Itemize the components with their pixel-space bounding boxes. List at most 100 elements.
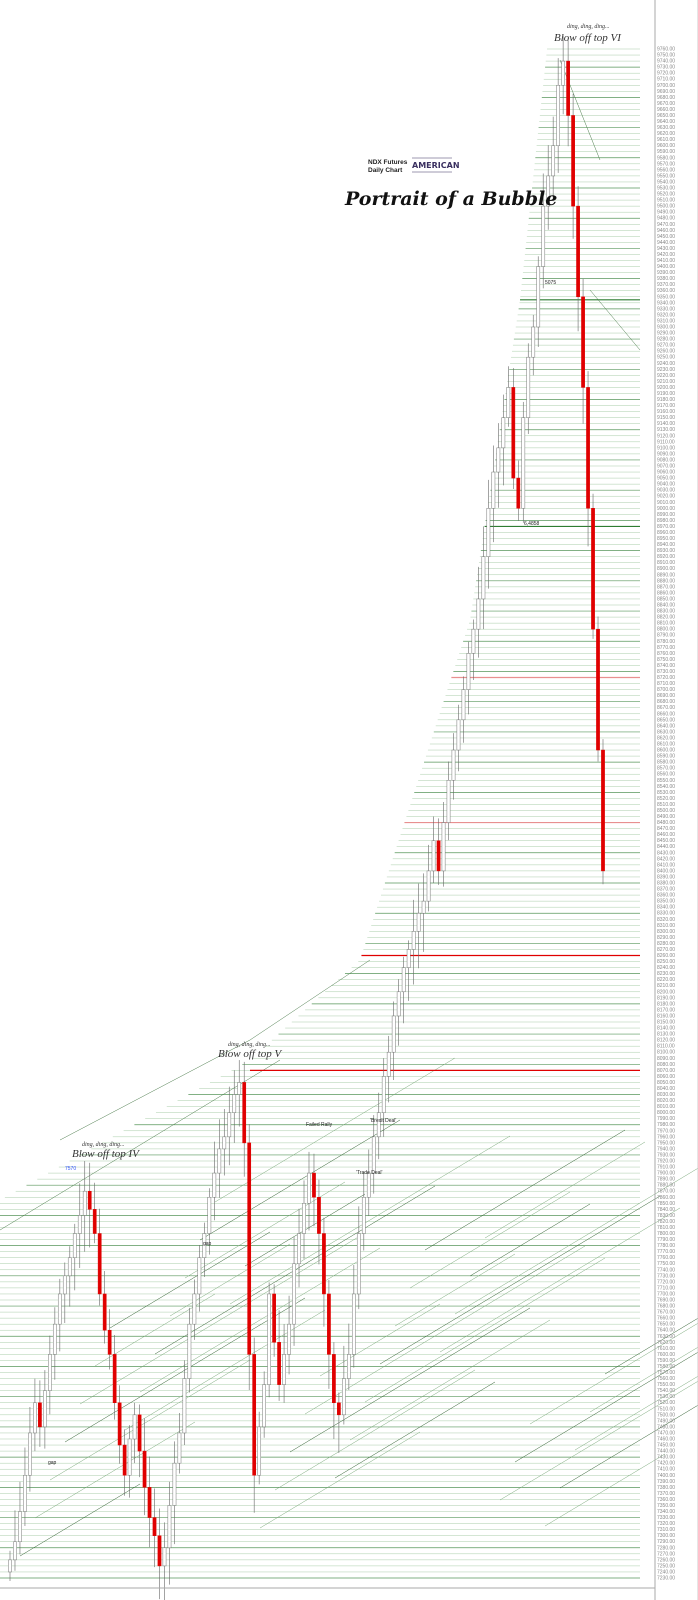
tick-label: 9200.00	[657, 385, 675, 391]
tick-label: 9710.00	[657, 77, 675, 83]
tick-label: 8320.00	[657, 917, 675, 923]
tick-label: 8420.00	[657, 856, 675, 862]
tick-label: 9310.00	[657, 318, 675, 324]
candle	[381, 1058, 386, 1137]
diagonal-line	[139, 1247, 381, 1393]
candle-body	[62, 1275, 67, 1295]
candle	[82, 1161, 87, 1252]
tick-label: 9210.00	[657, 379, 675, 385]
candle	[212, 1141, 217, 1221]
tick-label: 9580.00	[657, 155, 675, 161]
tick-label: 7250.00	[657, 1563, 675, 1569]
tick-label: 9240.00	[657, 361, 675, 367]
tick-label: 8010.00	[657, 1104, 675, 1110]
candle	[152, 1488, 157, 1568]
candle-body	[516, 477, 521, 509]
candle-body	[396, 991, 401, 1017]
candle-body	[406, 949, 411, 968]
tick-label: 7720.00	[657, 1279, 675, 1285]
candle	[38, 1380, 42, 1447]
tick-label: 8150.00	[657, 1020, 675, 1026]
ding-label-6: ding, ding, ding...	[567, 24, 610, 30]
tick-label: 8490.00	[657, 814, 675, 820]
candle-body	[23, 1475, 27, 1512]
candle-body	[461, 689, 466, 721]
candle-body	[307, 1172, 311, 1204]
candle	[237, 1060, 242, 1127]
candle	[302, 1180, 306, 1259]
tick-label: 9660.00	[657, 107, 675, 113]
candle-body	[551, 145, 556, 177]
tick-label: 8400.00	[657, 868, 675, 874]
diagonal-line	[199, 1119, 401, 1241]
candle-body	[391, 1015, 396, 1053]
candle	[541, 173, 546, 289]
candle-body	[426, 870, 431, 902]
candle-body	[366, 1172, 371, 1198]
tick-label: 8570.00	[657, 766, 675, 772]
candle	[511, 368, 516, 489]
tick-label: 7540.00	[657, 1388, 675, 1394]
tick-label: 7320.00	[657, 1521, 675, 1527]
tick-label: 8120.00	[657, 1038, 675, 1044]
candle-body	[122, 1444, 127, 1476]
candle	[167, 1481, 172, 1585]
diagonal-line	[79, 1235, 361, 1405]
candle-body	[207, 1197, 212, 1234]
diagonal-line	[334, 1381, 496, 1479]
candle-body	[117, 1402, 122, 1446]
tick-label: 8410.00	[657, 862, 675, 868]
tick-label: 9010.00	[657, 500, 675, 506]
tick-label: 8200.00	[657, 989, 675, 995]
tick-label: 8770.00	[657, 645, 675, 651]
diagonal-line	[49, 1359, 251, 1481]
tick-label: 8620.00	[657, 735, 675, 741]
candle-body	[496, 447, 501, 473]
tick-label: 9610.00	[657, 137, 675, 143]
tick-label: 8370.00	[657, 887, 675, 893]
tick-label: 8860.00	[657, 590, 675, 596]
tick-label: 8280.00	[657, 941, 675, 947]
candle	[217, 1119, 222, 1198]
tick-label: 7440.00	[657, 1449, 675, 1455]
tick-label: 7900.00	[657, 1171, 675, 1177]
candle-body	[162, 1547, 167, 1567]
candle-body	[267, 1293, 271, 1385]
tick-label: 9470.00	[657, 222, 675, 228]
candle	[526, 343, 531, 434]
tick-label: 7500.00	[657, 1412, 675, 1418]
tick-label: 9450.00	[657, 234, 675, 240]
candle	[516, 460, 521, 521]
tick-label: 8710.00	[657, 681, 675, 687]
candle	[257, 1411, 262, 1485]
candle-body	[237, 1082, 242, 1095]
candle-body	[481, 556, 486, 600]
candle	[267, 1282, 271, 1398]
candle	[312, 1153, 316, 1227]
tick-label: 7240.00	[657, 1569, 675, 1575]
tick-label: 7570.00	[657, 1370, 675, 1376]
price-7570-label: 7570	[65, 1166, 76, 1172]
tick-label: 8480.00	[657, 820, 675, 826]
tick-label: 7960.00	[657, 1134, 675, 1140]
tick-label: 9080.00	[657, 457, 675, 463]
diagonal-line	[604, 1317, 698, 1375]
candle	[601, 739, 605, 885]
tick-label: 9130.00	[657, 427, 675, 433]
candle-body	[292, 1263, 296, 1325]
candle	[62, 1262, 67, 1323]
chart-header-line2: Daily Chart	[368, 167, 403, 174]
candle-body	[282, 1354, 286, 1385]
tick-label: 9120.00	[657, 433, 675, 439]
candle-body	[347, 1354, 351, 1379]
tick-label: 8600.00	[657, 748, 675, 754]
candle	[481, 526, 486, 630]
candle	[317, 1179, 321, 1265]
tick-label: 8140.00	[657, 1026, 675, 1032]
candle	[561, 35, 565, 115]
candle-body	[471, 628, 476, 654]
candle-body	[556, 85, 561, 146]
tick-label: 9060.00	[657, 470, 675, 476]
tick-label: 8660.00	[657, 711, 675, 717]
tick-label: 7860.00	[657, 1195, 675, 1201]
